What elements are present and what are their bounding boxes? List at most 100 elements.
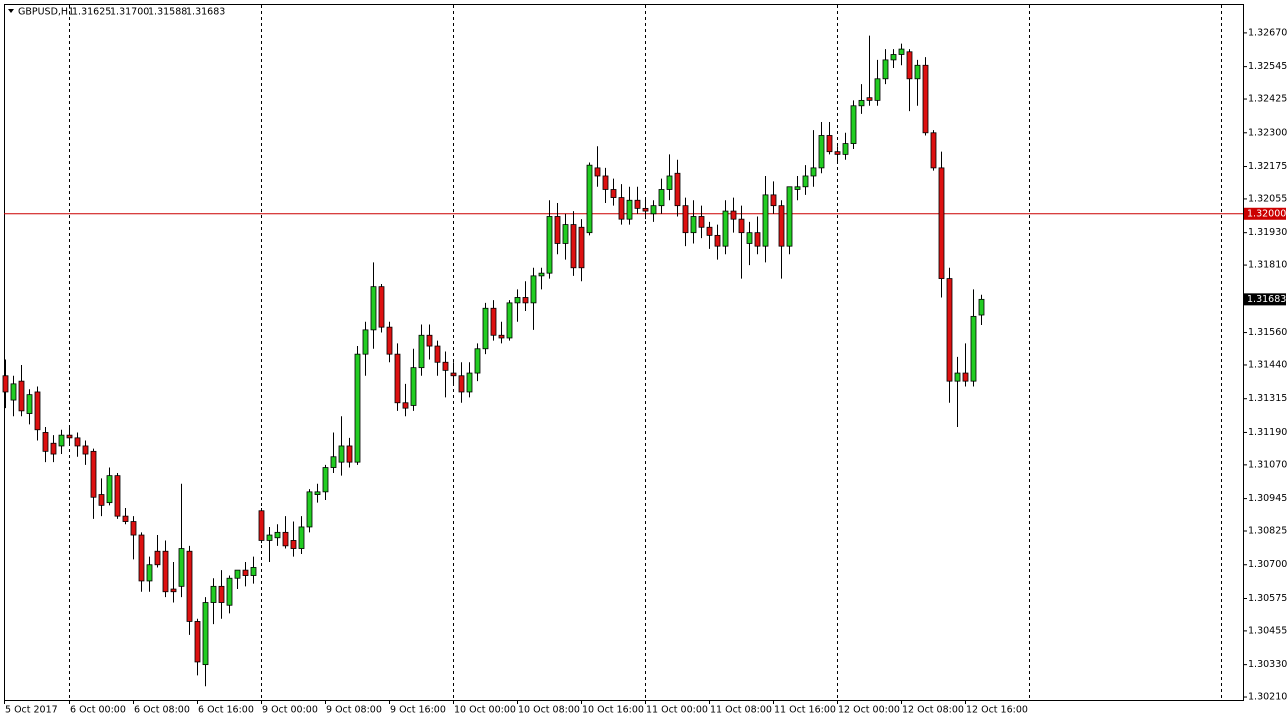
candle-body (370, 286, 377, 331)
candle-body (794, 186, 801, 190)
candle-body (18, 380, 25, 412)
candle-body (338, 445, 345, 463)
x-tick-label: 6 Oct 08:00 (134, 705, 190, 716)
candle-body (186, 550, 193, 622)
candle-body (690, 216, 697, 234)
candle-body (882, 59, 889, 80)
candle-body (914, 64, 921, 80)
y-tick-label: 1.30575 (1248, 593, 1287, 604)
candle-body (266, 534, 273, 541)
candle-body (698, 216, 705, 228)
candle-body (618, 197, 625, 220)
candle-body (802, 175, 809, 188)
candle-body (386, 326, 393, 355)
candle-body (834, 151, 841, 155)
price-line-tag (1244, 207, 1286, 220)
y-tick-label: 1.30825 (1248, 525, 1287, 536)
candle-body (26, 394, 33, 414)
candle-body (330, 456, 337, 468)
y-tick-label: 1.31810 (1248, 260, 1287, 271)
candle-body (138, 534, 145, 582)
candle-body (706, 226, 713, 236)
candle-body (898, 48, 905, 55)
candle-body (634, 199, 641, 209)
y-tick-label: 1.30330 (1248, 659, 1287, 670)
candle-body (170, 588, 177, 593)
y-tick-label: 1.32425 (1248, 94, 1287, 105)
y-tick-label: 1.30455 (1248, 625, 1287, 636)
y-tick-label: 1.31560 (1248, 327, 1287, 338)
candle-body (154, 550, 161, 566)
candle-body (322, 467, 329, 493)
candle-body (594, 167, 601, 177)
plot-frame (4, 4, 1244, 701)
candle-body (210, 585, 217, 603)
candle-body (546, 216, 553, 274)
header-value: 1.31683 (186, 7, 225, 18)
header-value: 1.31588 (148, 7, 187, 18)
y-tick-label: 1.32670 (1248, 27, 1287, 38)
candle-body (586, 164, 593, 234)
y-tick-label: 1.32300 (1248, 127, 1287, 138)
candle-body (754, 232, 761, 247)
candle-body (34, 391, 41, 431)
candle-body (458, 375, 465, 393)
candle-body (346, 445, 353, 463)
last-price-label: 1.31683 (1247, 294, 1286, 305)
candle-body (74, 437, 81, 447)
candle-body (10, 383, 17, 401)
candle-body (554, 216, 561, 244)
candle-body (570, 224, 577, 269)
candle-body (746, 232, 753, 244)
candle-body (626, 199, 633, 220)
candle-body (490, 307, 497, 336)
candle-body (426, 334, 433, 347)
candle-body (250, 567, 257, 576)
candle-body (962, 372, 969, 382)
candle-body (50, 442, 57, 455)
y-tick-label: 1.30210 (1248, 692, 1287, 703)
candle-body (498, 334, 505, 339)
candle-body (482, 307, 489, 350)
candle-body (354, 353, 361, 463)
y-tick-label: 1.30700 (1248, 559, 1287, 570)
candle-body (442, 361, 449, 371)
x-tick-label: 10 Oct 00:00 (454, 705, 516, 716)
candle-body (818, 135, 825, 169)
x-tick-label: 10 Oct 16:00 (582, 705, 644, 716)
candle-body (66, 434, 73, 439)
candle-body (298, 526, 305, 549)
candle-body (730, 210, 737, 220)
price-line-label: 1.32000 (1247, 208, 1286, 219)
candle-body (258, 510, 265, 541)
last-price-tag (1244, 293, 1286, 306)
candle-body (954, 372, 961, 382)
header-value: 1.31700 (110, 7, 149, 18)
candle-body (242, 569, 249, 576)
candle-body (938, 167, 945, 279)
x-tick-label: 11 Oct 08:00 (710, 705, 772, 716)
candle-body (410, 367, 417, 406)
y-tick-label: 1.31315 (1248, 393, 1287, 404)
candle-body (866, 97, 873, 101)
candle-body (522, 297, 529, 304)
candle-body (858, 99, 865, 107)
candle-body (602, 175, 609, 190)
candle-body (530, 275, 537, 304)
candle-body (290, 540, 297, 549)
x-tick-label: 12 Oct 16:00 (966, 705, 1028, 716)
candle-body (778, 205, 785, 247)
candle-body (202, 602, 209, 666)
menu-arrow (8, 9, 14, 13)
candle-body (890, 54, 897, 61)
candle-body (826, 135, 833, 153)
candle-body (402, 402, 409, 409)
candle-body (226, 577, 233, 606)
candle-body (666, 175, 673, 190)
candle-body (642, 207, 649, 212)
candle-body (562, 224, 569, 244)
candle-body (178, 548, 185, 587)
candle-body (850, 105, 857, 144)
